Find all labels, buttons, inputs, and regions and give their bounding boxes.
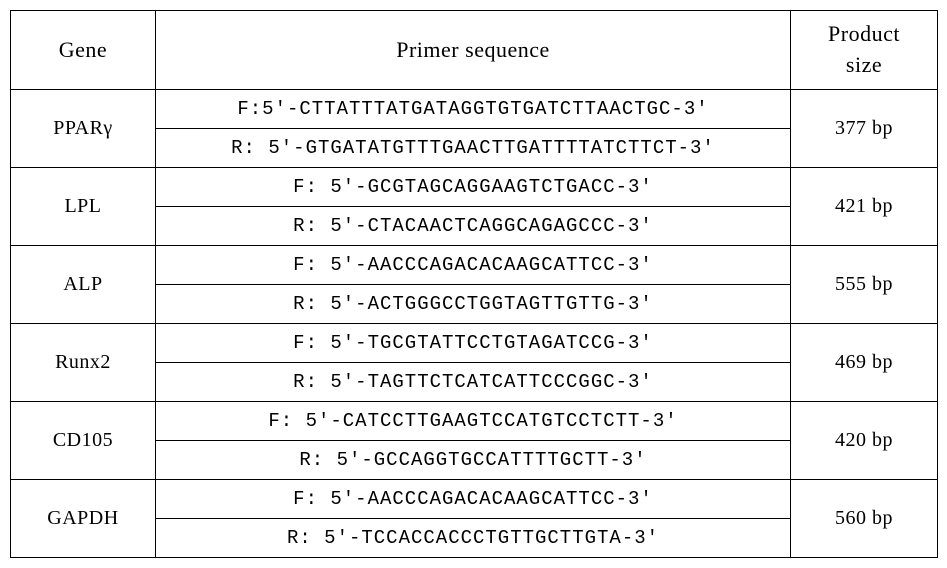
table-row: PPARγ F:5'-CTTATTTATGATAGGTGTGATCTTAACTG…	[11, 89, 938, 128]
forward-primer-cell: F: 5'-AACCCAGACACAAGCATTCC-3'	[156, 479, 791, 518]
header-product-size: Product size	[791, 11, 938, 90]
header-gene: Gene	[11, 11, 156, 90]
gene-cell: ALP	[11, 245, 156, 323]
reverse-primer-cell: R: 5'-GTGATATGTTTGAACTTGATTTTATCTTCT-3'	[156, 128, 791, 167]
table-row: GAPDH F: 5'-AACCCAGACACAAGCATTCC-3' 560 …	[11, 479, 938, 518]
size-cell: 555 bp	[791, 245, 938, 323]
gene-cell: CD105	[11, 401, 156, 479]
reverse-primer-cell: R: 5'-TCCACCACCCTGTTGCTTGTA-3'	[156, 518, 791, 557]
gene-cell: PPARγ	[11, 89, 156, 167]
gene-cell: Runx2	[11, 323, 156, 401]
header-size-line1: Product	[828, 21, 900, 46]
forward-primer-cell: F: 5'-TGCGTATTCCTGTAGATCCG-3'	[156, 323, 791, 362]
size-cell: 377 bp	[791, 89, 938, 167]
header-primer: Primer sequence	[156, 11, 791, 90]
gene-cell: LPL	[11, 167, 156, 245]
table-row: ALP F: 5'-AACCCAGACACAAGCATTCC-3' 555 bp	[11, 245, 938, 284]
forward-primer-cell: F: 5'-CATCCTTGAAGTCCATGTCCTCTT-3'	[156, 401, 791, 440]
table-row: Runx2 F: 5'-TGCGTATTCCTGTAGATCCG-3' 469 …	[11, 323, 938, 362]
forward-primer-cell: F:5'-CTTATTTATGATAGGTGTGATCTTAACTGC-3'	[156, 89, 791, 128]
header-size-line2: size	[846, 52, 882, 77]
size-cell: 420 bp	[791, 401, 938, 479]
forward-primer-cell: F: 5'-GCGTAGCAGGAAGTCTGACC-3'	[156, 167, 791, 206]
gene-cell: GAPDH	[11, 479, 156, 557]
reverse-primer-cell: R: 5'-GCCAGGTGCCATTTTGCTT-3'	[156, 440, 791, 479]
size-cell: 469 bp	[791, 323, 938, 401]
size-cell: 421 bp	[791, 167, 938, 245]
size-cell: 560 bp	[791, 479, 938, 557]
table-header-row: Gene Primer sequence Product size	[11, 11, 938, 90]
table-row: CD105 F: 5'-CATCCTTGAAGTCCATGTCCTCTT-3' …	[11, 401, 938, 440]
forward-primer-cell: F: 5'-AACCCAGACACAAGCATTCC-3'	[156, 245, 791, 284]
table-row: LPL F: 5'-GCGTAGCAGGAAGTCTGACC-3' 421 bp	[11, 167, 938, 206]
reverse-primer-cell: R: 5'-ACTGGGCCTGGTAGTTGTTG-3'	[156, 284, 791, 323]
reverse-primer-cell: R: 5'-TAGTTCTCATCATTCCCGGC-3'	[156, 362, 791, 401]
reverse-primer-cell: R: 5'-CTACAACTCAGGCAGAGCCC-3'	[156, 206, 791, 245]
primer-table: Gene Primer sequence Product size PPARγ …	[10, 10, 938, 558]
table-body: PPARγ F:5'-CTTATTTATGATAGGTGTGATCTTAACTG…	[11, 89, 938, 557]
